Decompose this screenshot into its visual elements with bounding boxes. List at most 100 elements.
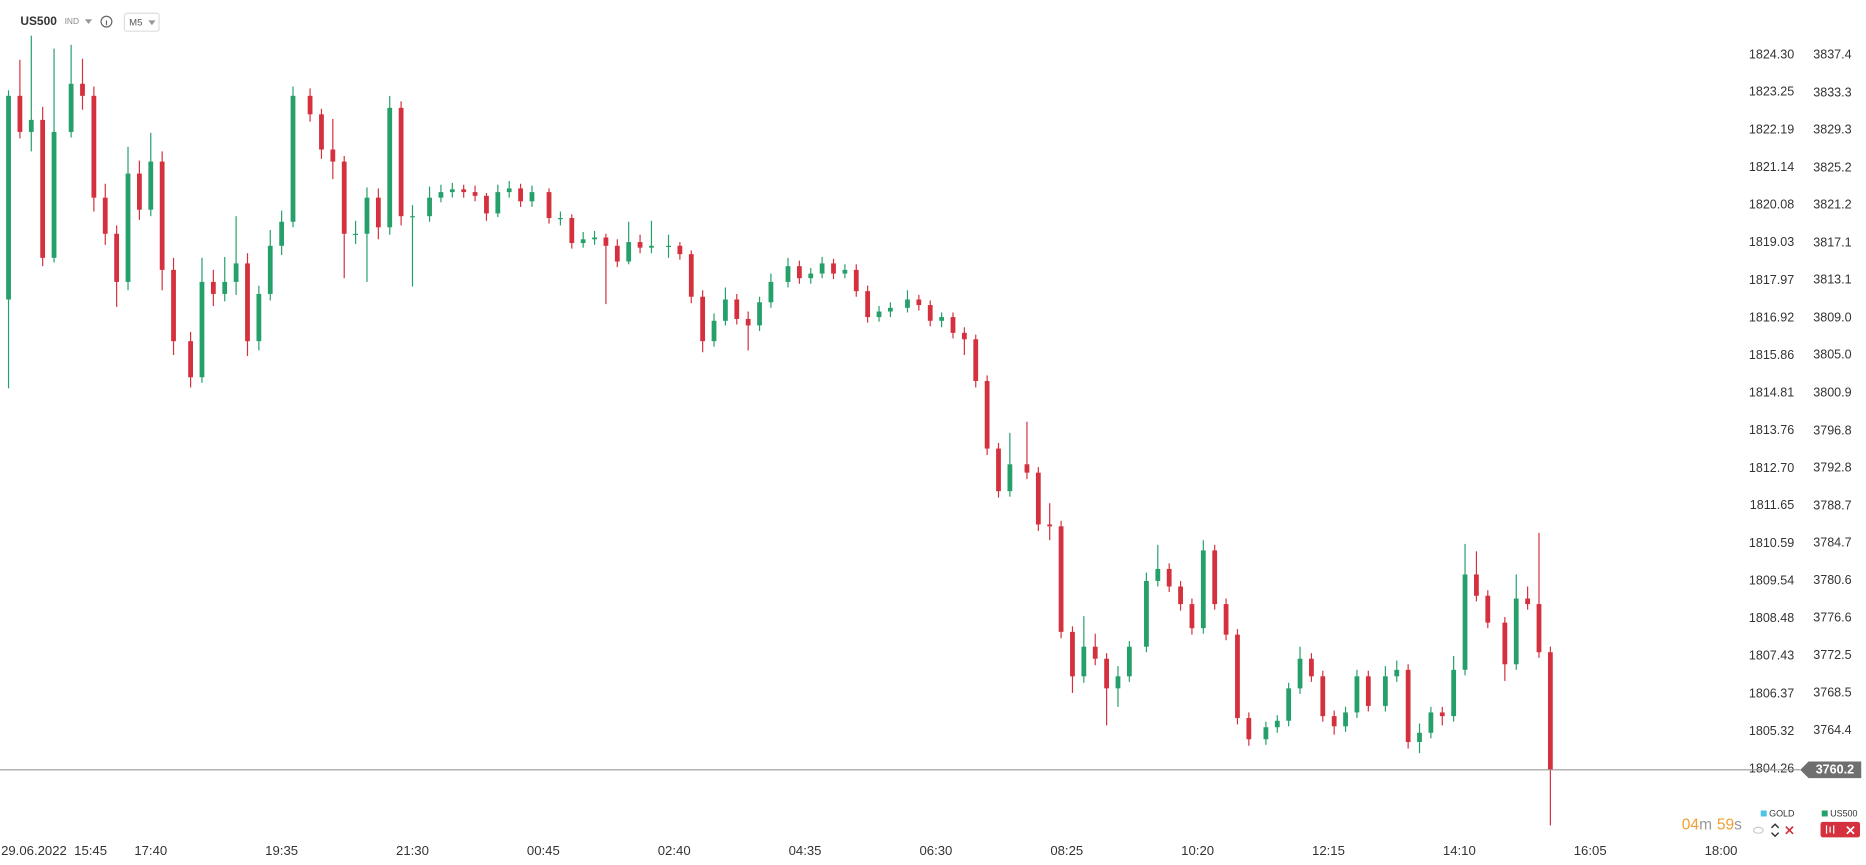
x-tick-label: 21:30 [396, 843, 429, 858]
candle-body [28, 119, 34, 132]
symbol-dropdown[interactable] [84, 19, 93, 25]
candle-body [1525, 598, 1531, 605]
candle-body [484, 195, 489, 214]
candle-body [1354, 676, 1360, 713]
y2-tick-label: 1822.19 [1749, 123, 1794, 137]
candle-body [1200, 550, 1206, 629]
candle-body [1417, 732, 1422, 743]
close-icon[interactable] [1785, 826, 1794, 835]
candle-body [1144, 580, 1149, 647]
candle-body [1428, 712, 1434, 733]
candle-body [1058, 526, 1064, 632]
candle-body [1343, 712, 1348, 727]
countdown-seconds: 59 [1717, 817, 1734, 834]
timeframe[interactable]: M5 [129, 17, 142, 28]
candle-body [785, 266, 791, 282]
remove-button[interactable] [1820, 821, 1861, 838]
candle-body [290, 95, 296, 222]
y-tick-label: 3837.4 [1813, 47, 1851, 61]
x-tick-label: 10:20 [1181, 843, 1214, 858]
y2-tick-label: 1806.37 [1749, 686, 1794, 700]
x-tick-label: 19:35 [265, 843, 298, 858]
y-tick-label: 3792.8 [1813, 460, 1851, 474]
candle-body [6, 95, 11, 300]
candle-body [745, 318, 751, 326]
y2-tick-label: 1809.54 [1749, 573, 1794, 587]
symbol[interactable]: US500 [20, 14, 57, 28]
candle-body [1365, 676, 1371, 706]
y2-tick-label: 1815.86 [1749, 348, 1794, 362]
candle-body [17, 95, 23, 132]
candle-body [159, 161, 165, 270]
market-badge: IND [65, 16, 79, 26]
y-tick-label: 3809.0 [1813, 310, 1851, 324]
candle-body [927, 305, 933, 321]
candle-body [449, 189, 455, 193]
candle-body [1451, 669, 1457, 717]
countdown: 04m 59s [1682, 817, 1742, 834]
candle-body [102, 197, 108, 234]
y2-tick-label: 1817.97 [1749, 273, 1794, 287]
x-tick-label: 04:35 [789, 843, 822, 858]
candle-body [819, 263, 825, 274]
candle-body [1547, 652, 1553, 770]
candle-body [1331, 716, 1337, 727]
candle-body [1126, 646, 1132, 677]
candle-body [688, 254, 694, 297]
y-tick-label: 3764.4 [1813, 723, 1851, 737]
countdown-seconds-unit: s [1734, 817, 1742, 834]
candle-body [1024, 464, 1030, 473]
candle-body [256, 293, 262, 342]
candle-body [364, 197, 370, 234]
eye-icon[interactable] [1752, 826, 1764, 834]
y2-tick-label: 1816.92 [1749, 310, 1794, 324]
candle-body [222, 281, 228, 294]
y-tick-label: 3817.1 [1813, 235, 1851, 249]
candle-body [984, 380, 990, 449]
candle-body [1286, 688, 1292, 721]
candle-body [91, 95, 97, 198]
candle-body [808, 273, 814, 279]
candle-body [973, 339, 979, 381]
candle-body [666, 245, 671, 247]
candle-body [1178, 586, 1183, 605]
y-tick-label: 3825.2 [1813, 160, 1851, 174]
remove-button-icon [1825, 825, 1835, 834]
y2-tick-label: 1814.81 [1749, 386, 1794, 400]
y2-tick-label: 1807.43 [1749, 649, 1794, 663]
candle-body [916, 299, 922, 306]
timeframe-box[interactable] [123, 12, 160, 32]
candle-body [245, 263, 250, 342]
y-tick-label: 3768.5 [1813, 685, 1851, 699]
timeframe-dropdown[interactable] [148, 20, 156, 26]
candle-body [950, 317, 956, 333]
candle-body [353, 233, 358, 235]
x-tick-label: 16:05 [1574, 843, 1607, 858]
candle-body [939, 317, 944, 321]
candle-body [438, 192, 444, 198]
candle-body [233, 263, 239, 282]
candle-body [842, 269, 848, 274]
candle-body [1536, 604, 1542, 653]
y-tick-label: 3780.6 [1813, 573, 1851, 587]
candle-body [529, 192, 535, 202]
candle-body [592, 237, 597, 240]
candle-body [768, 281, 774, 303]
legend-swatch [1821, 810, 1828, 817]
candle-body [171, 269, 176, 342]
y2-tick-label: 1804.26 [1749, 762, 1794, 776]
legend-swatch [1760, 810, 1767, 817]
y-tick-label: 3772.5 [1813, 648, 1851, 662]
y-tick-label: 3821.2 [1813, 197, 1851, 211]
y2-tick-label: 1821.14 [1749, 160, 1794, 174]
y-tick-label: 3784.7 [1813, 535, 1851, 549]
candle-body [40, 119, 46, 258]
info-icon[interactable] [100, 15, 113, 28]
candle-body [558, 218, 563, 220]
candle-body [1405, 669, 1411, 743]
candle-body [1263, 727, 1269, 740]
candle-body [1439, 712, 1445, 717]
candle-body [1502, 622, 1508, 665]
move-icon[interactable] [1770, 823, 1780, 838]
